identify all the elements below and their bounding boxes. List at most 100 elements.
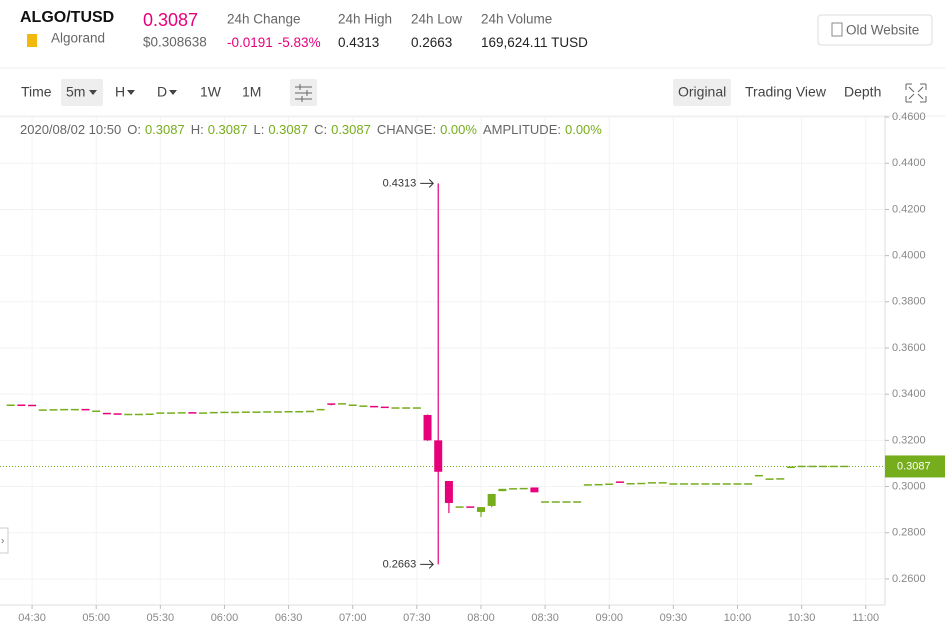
info-value: 0.3087 [208, 122, 248, 137]
candle-body [81, 408, 90, 411]
candle-body [273, 411, 282, 413]
y-tick-label: 0.2800 [892, 527, 926, 539]
last-price-label: 0.3087 [897, 460, 931, 472]
toolbar-item[interactable]: 5m [66, 84, 85, 100]
toolbar-item[interactable]: 1M [242, 84, 261, 100]
pair: ALGO/TUSD [20, 9, 114, 26]
candle-body [541, 501, 550, 503]
candle-body [701, 483, 710, 485]
info-label: H: [191, 122, 204, 137]
candle-body [562, 501, 571, 503]
candle-body [412, 407, 421, 409]
candle-body [754, 474, 763, 477]
x-tick-label: 06:00 [211, 612, 239, 624]
info-value: 0.00% [440, 122, 477, 137]
fullscreen-icon[interactable] [905, 83, 927, 103]
price-usd: $0.308638 [143, 35, 207, 50]
candle-body [17, 404, 26, 407]
dropdown-caret [89, 90, 97, 95]
candle-body [583, 484, 592, 486]
toolbar-item[interactable]: Trading View [745, 84, 827, 100]
x-tick-label: 08:00 [467, 612, 495, 624]
candle-body [476, 507, 485, 512]
candle-body [423, 414, 432, 441]
button-label[interactable]: Old Website [846, 23, 919, 38]
x-tick-label: 11:00 [852, 612, 879, 624]
candle-body [327, 403, 336, 405]
candle-body [519, 487, 528, 490]
price: 0.3087 [143, 10, 198, 30]
coin-icon [27, 34, 37, 47]
info-label: AMPLITUDE: [483, 122, 561, 137]
y-tick-label: 0.4400 [892, 157, 926, 169]
stat-label: 24h Low [411, 12, 462, 27]
settings-icon [295, 84, 312, 102]
candle-body [92, 410, 101, 413]
candle-body [776, 478, 785, 480]
candle-body [380, 406, 389, 409]
candle-body [498, 488, 507, 492]
annotation-arrow [420, 178, 434, 188]
candle-body [466, 506, 475, 508]
candle-body [28, 404, 37, 407]
toolbar-item[interactable]: 1W [200, 84, 222, 100]
candle-body [669, 483, 678, 485]
y-tick-label: 0.2600 [892, 573, 926, 585]
x-tick-label: 07:30 [403, 612, 431, 624]
candle-body [797, 465, 806, 468]
stat-value: -0.0191 -5.83% [227, 35, 321, 50]
candle-body [744, 483, 753, 485]
candle-body [145, 413, 154, 416]
stat-value-part: 0.4313 [338, 35, 379, 50]
candle-body [231, 411, 240, 414]
stat-label: 24h High [338, 12, 392, 27]
x-tick-label: 08:30 [531, 612, 559, 624]
candle-body [573, 501, 582, 503]
info-label: L: [253, 122, 264, 137]
candle-body [70, 408, 79, 411]
info-value: 0.3087 [268, 122, 308, 137]
candle-body [402, 407, 411, 409]
candle-body [295, 410, 304, 413]
active-view [673, 79, 731, 106]
candle-body [605, 483, 614, 485]
toolbar-item[interactable]: D [157, 84, 167, 100]
candle-body [391, 407, 400, 409]
side-tab[interactable] [0, 527, 9, 554]
datetime: 2020/08/02 10:50 [20, 122, 121, 137]
info-value: 0.3087 [331, 122, 371, 137]
toolbar-item[interactable]: H [115, 84, 125, 100]
candle-body [102, 412, 111, 415]
candle-body [284, 410, 293, 413]
candle-body [209, 411, 218, 414]
side-tab-arrow: › [1, 536, 4, 547]
x-tick-label: 07:00 [339, 612, 367, 624]
candle-body [786, 466, 795, 469]
stat-label: 24h Change [227, 12, 301, 27]
candle-body [733, 483, 742, 485]
candle-body [626, 483, 635, 485]
candle-body [134, 413, 143, 416]
candle-body [370, 405, 379, 408]
info-value: 0.00% [565, 122, 602, 137]
candle-body [690, 483, 699, 485]
candle-body [113, 413, 122, 415]
y-tick-label: 0.4600 [892, 111, 926, 123]
y-tick-label: 0.3800 [892, 296, 926, 308]
old-website-button[interactable] [817, 14, 933, 46]
coin-name: Algorand [51, 31, 105, 46]
y-tick-label: 0.4000 [892, 250, 926, 262]
annotation-label: 0.4313 [383, 177, 417, 189]
stat-value: 169,624.11 TUSD [481, 35, 588, 50]
stat-value-part: -5.83% [278, 35, 321, 50]
candle-body [188, 412, 197, 414]
candle-body [220, 411, 229, 414]
toolbar-item: Time [21, 84, 52, 100]
toolbar-item[interactable]: Depth [844, 84, 881, 100]
toolbar-item[interactable]: Original [678, 84, 726, 100]
candle-body [551, 501, 560, 503]
dropdown-caret [127, 90, 135, 95]
x-tick-label: 10:00 [724, 612, 752, 624]
candle-body [338, 403, 347, 405]
